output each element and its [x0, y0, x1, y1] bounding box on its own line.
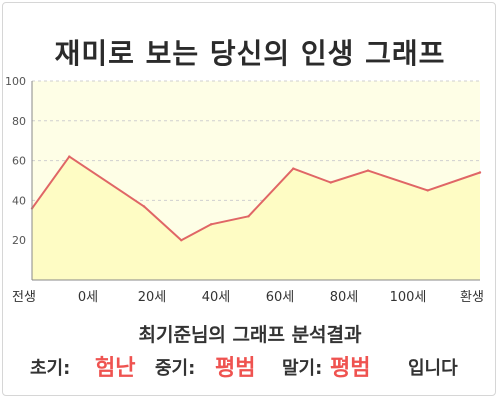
x-tick-label: 40세	[202, 290, 231, 305]
x-tick-label: 환생	[460, 290, 484, 305]
analysis-heading: 최기준님의 그래프 분석결과	[138, 324, 362, 346]
ending-text: 입니다	[408, 358, 458, 379]
data-point	[210, 223, 213, 226]
early-label: 초기:	[30, 358, 71, 379]
data-point	[247, 215, 250, 218]
data-point	[426, 189, 429, 192]
data-point	[180, 239, 183, 242]
middle-value: 평범	[215, 356, 256, 381]
middle-label: 중기:	[155, 358, 196, 379]
page-title: 재미로 보는 당신의 인생 그래프	[54, 37, 446, 70]
x-tick-label: 전생	[12, 290, 36, 305]
area-fill	[32, 156, 480, 280]
x-tick-label: 60세	[266, 290, 295, 305]
late-value: 평범	[330, 356, 371, 381]
data-point	[142, 205, 146, 208]
analysis-result: 초기: 험난 중기: 평범 말기: 평범 입니다	[0, 348, 500, 381]
y-tick-label: 60	[12, 155, 26, 168]
x-tick-label: 80세	[330, 290, 359, 305]
data-point	[478, 171, 482, 174]
y-tick-label: 100	[5, 75, 26, 88]
data-point	[68, 155, 71, 158]
data-point	[329, 181, 332, 184]
x-tick-label: 100세	[390, 290, 427, 305]
x-tick-label: 20세	[138, 290, 167, 305]
x-tick-label: 0세	[78, 290, 98, 305]
early-value: 험난	[95, 356, 136, 381]
y-tick-label: 40	[12, 194, 26, 207]
late-label: 말기:	[282, 358, 323, 379]
data-point	[292, 167, 295, 170]
y-tick-label: 20	[12, 234, 26, 247]
data-point	[366, 169, 370, 172]
y-tick-label: 80	[12, 115, 26, 128]
